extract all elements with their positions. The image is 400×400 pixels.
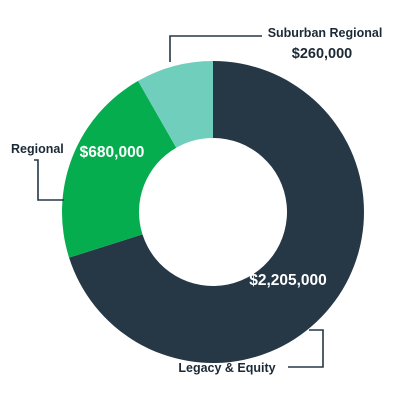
slice-legacy-equity xyxy=(69,61,365,363)
value-label-regional: $680,000 xyxy=(80,144,145,161)
category-label-regional: Regional xyxy=(11,142,64,156)
category-label-suburban-regional: Suburban Regional xyxy=(268,26,383,40)
leader-lines xyxy=(34,35,324,368)
slice-regional xyxy=(61,80,177,258)
slice-suburban-regional xyxy=(138,61,213,148)
value-label-suburban-regional: $260,000 xyxy=(292,46,352,62)
slices-layer xyxy=(61,61,365,363)
leader-line-regional xyxy=(34,159,64,201)
value-label-legacy-equity: $2,205,000 xyxy=(249,272,327,289)
category-label-legacy-equity: Legacy & Equity xyxy=(178,361,275,375)
labels-layer: $2,205,000 $680,000 Legacy & Equity Regi… xyxy=(11,26,382,375)
leader-line-legacy-equity xyxy=(288,329,324,368)
leader-line-suburban-regional xyxy=(169,35,262,62)
